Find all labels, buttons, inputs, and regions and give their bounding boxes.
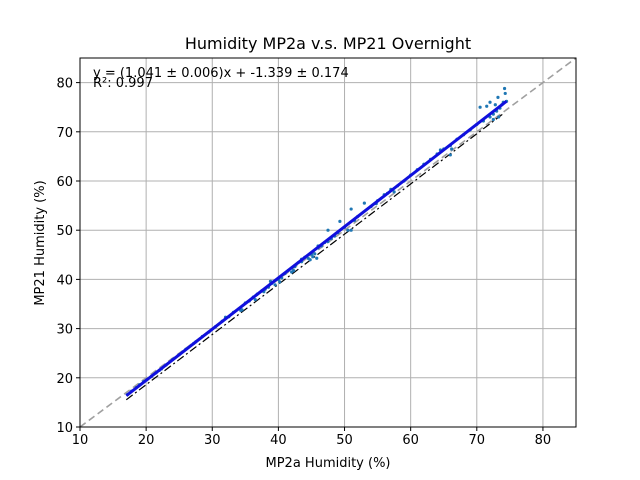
- x-tick-label: 50: [336, 433, 353, 448]
- y-tick-label: 50: [56, 224, 73, 239]
- scatter-point: [315, 256, 319, 260]
- x-tick-label: 10: [72, 433, 89, 448]
- y-axis-label: MP21 Humidity (%): [33, 180, 48, 305]
- scatter-point: [313, 252, 317, 256]
- fit-line: [125, 100, 508, 397]
- scatter-point: [349, 228, 353, 232]
- scatter-point: [478, 105, 482, 109]
- y-tick-label: 30: [56, 323, 73, 338]
- r-squared-annotation: R²: 0.997: [93, 76, 153, 91]
- y-tick-label: 70: [56, 126, 73, 141]
- plot-frame: [79, 57, 577, 428]
- scatter-point: [448, 153, 452, 157]
- y-tick-label: 10: [56, 421, 73, 436]
- scatter-point: [346, 228, 350, 232]
- x-tick-label: 60: [402, 433, 419, 448]
- x-tick-label: 80: [535, 433, 552, 448]
- scatter-point: [290, 270, 294, 274]
- scatter-point: [308, 258, 312, 262]
- scatter-point: [362, 201, 366, 205]
- scatter-point: [253, 297, 257, 302]
- scatter-point: [496, 95, 500, 99]
- y-tick-label: 80: [56, 77, 73, 92]
- scatter-point: [326, 228, 330, 232]
- chart-title: Humidity MP2a v.s. MP21 Overnight: [185, 34, 471, 53]
- x-tick-label: 30: [204, 433, 221, 448]
- scatter-point: [338, 219, 342, 223]
- y-tick-label: 20: [56, 372, 73, 387]
- fit-equation-annotation: y = (1.041 ± 0.006)x + -1.339 ± 0.174: [93, 66, 349, 81]
- x-tick-label: 20: [138, 433, 155, 448]
- scatter-point: [450, 147, 454, 151]
- fit-line-group: [125, 100, 508, 397]
- scatter-point: [503, 91, 507, 96]
- x-tick-label: 40: [270, 433, 287, 448]
- scatter-point: [491, 117, 495, 122]
- scatter-point: [488, 100, 492, 104]
- scatter-point: [497, 115, 501, 119]
- scatter-point: [311, 255, 315, 259]
- scatter-point: [485, 104, 489, 108]
- x-tick-label: 70: [469, 433, 486, 448]
- y-axis-ticks: 10 20 30 40 50 60 70 80: [56, 77, 80, 436]
- x-axis-label: MP2a Humidity (%): [266, 456, 391, 471]
- scatter-point: [278, 280, 282, 284]
- y-tick-label: 40: [56, 273, 73, 288]
- scatter-point: [502, 86, 507, 91]
- black-dashdot-line: [125, 113, 504, 401]
- scatter-point: [273, 283, 277, 287]
- scatter-point: [493, 103, 497, 107]
- x-axis-ticks: 10 20 30 40 50 60 70 80: [72, 427, 551, 448]
- scatter-point: [349, 207, 353, 211]
- scatter-point: [392, 190, 396, 194]
- y-tick-label: 60: [56, 175, 73, 190]
